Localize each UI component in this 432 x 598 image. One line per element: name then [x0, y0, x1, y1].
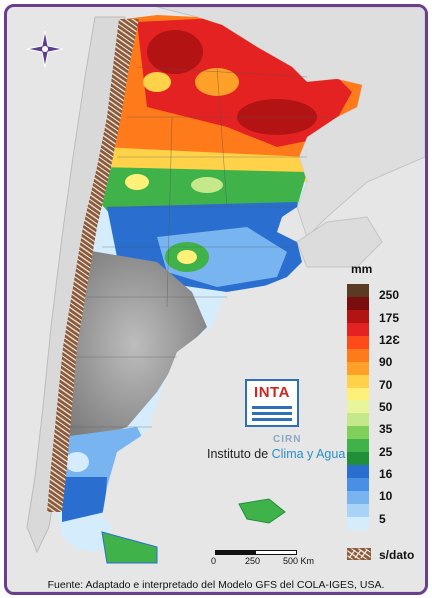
legend-swatch	[347, 426, 369, 440]
legend-tick-label: 250	[379, 288, 400, 303]
map-frame: mm 250 175 12Ɛ 90 70 50 35 25 16 10 5 s/dato INTA …	[4, 4, 428, 595]
tierra-del-fuego	[101, 531, 158, 564]
cirn-label: CIRN	[273, 434, 302, 445]
no-data-hatch-icon	[347, 548, 371, 560]
legend-color-bar	[347, 284, 369, 530]
precipitation-map	[7, 7, 425, 592]
legend-swatch	[347, 374, 369, 388]
legend-swatch	[347, 296, 369, 310]
no-data-label: s/dato	[379, 548, 415, 562]
legend-swatch	[347, 478, 369, 491]
legend-title: mm	[351, 262, 373, 276]
inta-logo-text: INTA	[254, 384, 290, 401]
inta-logo: INTA	[245, 379, 299, 427]
legend-swatch	[347, 503, 369, 517]
legend-swatch	[347, 284, 369, 297]
legend-tick-label: 10	[379, 489, 393, 504]
legend-tick-label: 175	[379, 310, 400, 325]
legend-swatch	[347, 400, 369, 414]
scale-label-500: 500 Km	[283, 556, 315, 566]
legend-swatch	[347, 361, 369, 375]
legend-swatch	[347, 335, 369, 349]
legend-swatch	[347, 348, 369, 362]
legend-tick-label: 16	[379, 467, 393, 482]
legend-swatch	[347, 439, 369, 453]
legend-tick-label: 12Ɛ	[379, 332, 400, 347]
legend-tick-label: 90	[379, 355, 393, 370]
legend-tick-label: 70	[379, 377, 393, 392]
legend-swatch	[347, 491, 369, 504]
legend-tick-label: 50	[379, 400, 393, 414]
legend-tick-label: 35	[379, 422, 393, 437]
scale-label-0: 0	[211, 556, 217, 566]
legend-swatch	[347, 452, 369, 466]
compass-rose-icon	[26, 30, 64, 68]
falklands	[238, 498, 286, 524]
legend-swatch	[347, 465, 369, 479]
legend-swatch	[347, 322, 369, 336]
source-caption: Fuente: Adaptado e interpretado del Mode…	[47, 579, 385, 591]
institute-accent: Clima y Agua	[271, 447, 346, 461]
uruguay-land	[296, 216, 383, 268]
institute-name: Instituto de Clima y Agua	[207, 447, 345, 461]
legend-tick-label: 5	[379, 511, 386, 526]
province-borders	[67, 66, 337, 428]
legend-swatch	[347, 387, 369, 401]
legend-swatch	[347, 413, 369, 427]
legend-tick-label: 25	[379, 444, 393, 459]
legend: mm 250 175 12Ɛ 90 70 50 35 25 16 10 5 s/dato	[341, 262, 421, 567]
andes-no-data	[47, 19, 139, 512]
scale-bar: 0 250 500 Km	[211, 550, 341, 570]
legend-swatch	[347, 309, 369, 323]
institute-prefix: Instituto de	[207, 447, 272, 461]
scale-label-250: 250	[245, 556, 261, 566]
legend-swatch	[347, 516, 369, 530]
